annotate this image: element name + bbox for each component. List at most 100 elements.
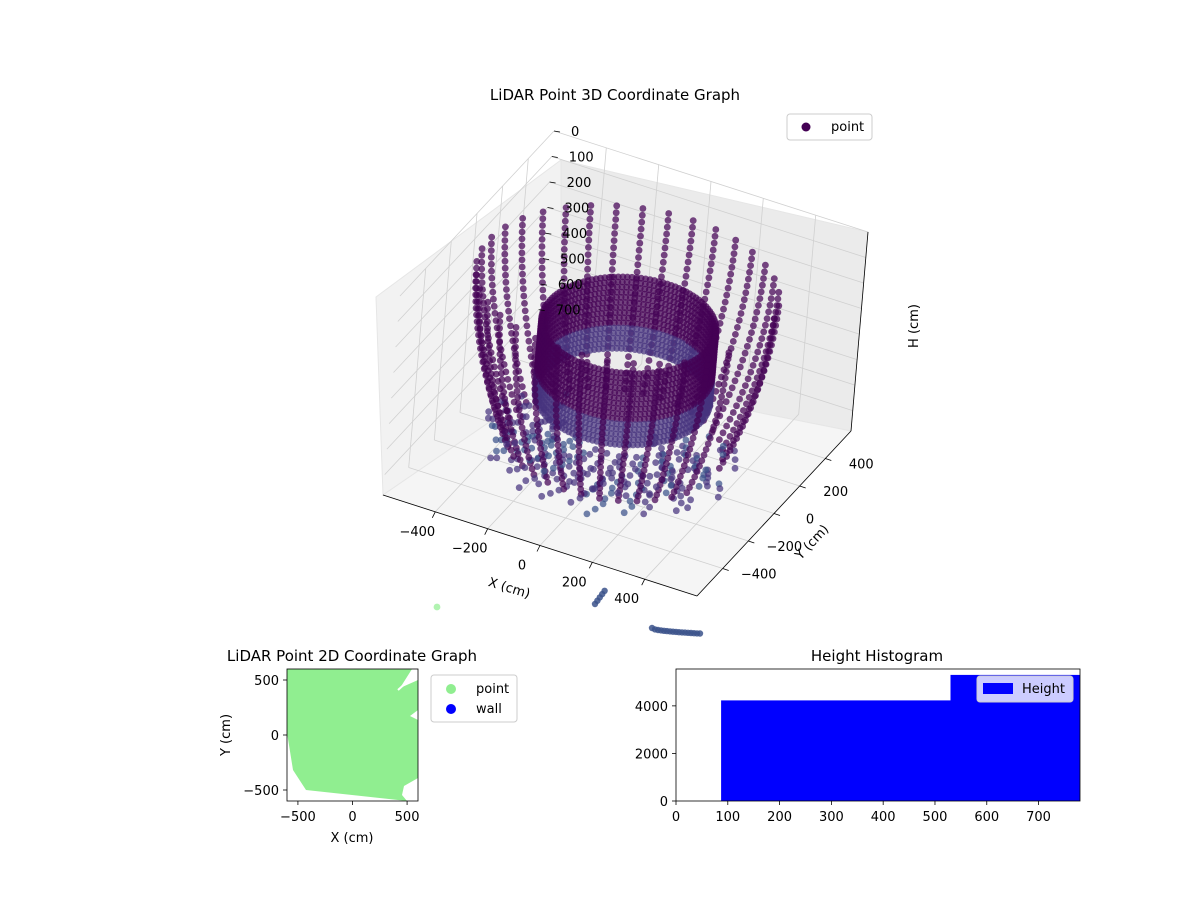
z-tick-3d [538,309,545,311]
scatter-point-3d [531,385,539,393]
scatter-point-3d [702,446,710,453]
scatter-point-3d [603,363,611,371]
scatter-point-3d [544,430,552,438]
scatter-point-3d [503,440,510,448]
scatter-point-3d [670,488,678,496]
x-tick-label-3d: −200 [452,542,488,557]
scatter-point-3d [496,318,504,326]
scatter-point-3d [674,409,682,416]
scatter-point-3d [553,418,560,426]
scatter-point-3d [476,318,484,325]
scatter-point-3d [478,279,486,286]
scatter-point-3d [498,370,505,377]
scatter-point-3d [739,388,746,396]
scatter-point-3d [597,452,605,460]
scatter-point-3d [608,474,616,482]
scatter-point-3d [576,395,583,403]
scatter-point-3d [478,344,486,352]
scatter-point-3d [496,350,504,358]
grid-line-z [547,207,862,309]
scatter-point-3d [672,420,679,428]
grid-line-z [549,181,864,284]
scatter-point-3d [559,480,567,488]
scatter-point-3d [693,468,701,475]
scatter-point-3d [626,397,634,405]
scatter-point-3d [562,373,570,381]
scatter-point-3d [614,489,622,497]
scatter-point-3d [586,222,593,230]
scatter-point-3d [742,289,750,297]
scatter-point-3d [716,399,724,407]
y-tick-label-2d: −500 [243,784,279,799]
scatter-point-3d [512,362,519,370]
scatter-point-3d [622,492,630,500]
scatter-point-3d [576,383,584,391]
scatter-point-3d [751,315,759,323]
scatter-point-3d [749,248,756,256]
legend-2d-point-marker [446,684,456,694]
scatter-point-3d [561,389,569,396]
scatter-point-3d [712,226,720,233]
scatter-point-3d [509,432,517,439]
scatter-point-3d [633,453,640,461]
scatter-point-3d [629,460,637,468]
scatter-point-3d [689,434,697,442]
grid-line-y [408,467,723,569]
scatter-point-3d [678,484,686,492]
scatter-point-3d [662,489,670,497]
scatter-point-3d [518,383,526,391]
scatter-point-3d [504,376,512,383]
scatter-point-3d [601,587,608,594]
scatter-point-3d [598,436,606,443]
scatter-point-3d [706,267,714,275]
scatter-point-3d [675,403,683,410]
scatter-point-3d [575,425,583,433]
scatter-point-3d [560,253,568,260]
scatter-point-3d [499,382,507,390]
scatter-point-3d [734,370,742,378]
scatter-point-3d [716,436,723,443]
scatter-point-3d [728,384,736,392]
scatter-point-3d [511,439,519,447]
scatter-point-3d [624,361,632,369]
scatter-point-3d [503,434,511,441]
scan-gap-2d [397,671,418,691]
histogram-bar [721,700,951,801]
scatter-point-3d [477,331,484,339]
scatter-point-3d [744,375,752,383]
scatter-point-3d [601,495,609,503]
scatter-point-3d [707,260,715,268]
scatter-point-3d [507,446,515,454]
scatter-point-3d [484,325,491,332]
scatter-point-3d [654,373,662,381]
scatter-point-3d [478,265,486,273]
scatter-point-3d [625,353,632,360]
x-tick-label-histogram: 200 [767,810,792,825]
scatter-point-3d [561,217,569,225]
scatter-point-3d [643,450,651,458]
scatter-point-3d [756,379,764,387]
scatter-point-3d [621,444,629,452]
scatter-point-3d [500,447,508,455]
scatter-point-3d [673,415,681,422]
scatter-point-3d [476,311,483,319]
scatter-point-3d [545,452,552,460]
scatter-point-3d [533,463,541,470]
scatter-point-3d [514,450,522,458]
y-tick-label-3d: 400 [849,458,874,473]
scatter-point-3d [731,243,739,251]
scatter-point-3d [488,260,495,268]
scatter-point-3d [520,292,528,300]
scatter-point-3d [658,445,665,452]
scatter-point-3d [733,435,740,442]
scatter-point-3d [638,218,646,226]
x-tick-label-3d: 400 [614,592,639,607]
scatter-point-3d [519,285,527,293]
scatter-point-3d [560,260,568,268]
scatter-point-3d [561,238,568,246]
scatter-point-3d [622,433,630,440]
scatter-point-3d [599,412,607,420]
scatter-point-3d [655,452,663,459]
scatter-point-3d [598,441,606,449]
x-tick-label-3d: 200 [562,575,587,590]
